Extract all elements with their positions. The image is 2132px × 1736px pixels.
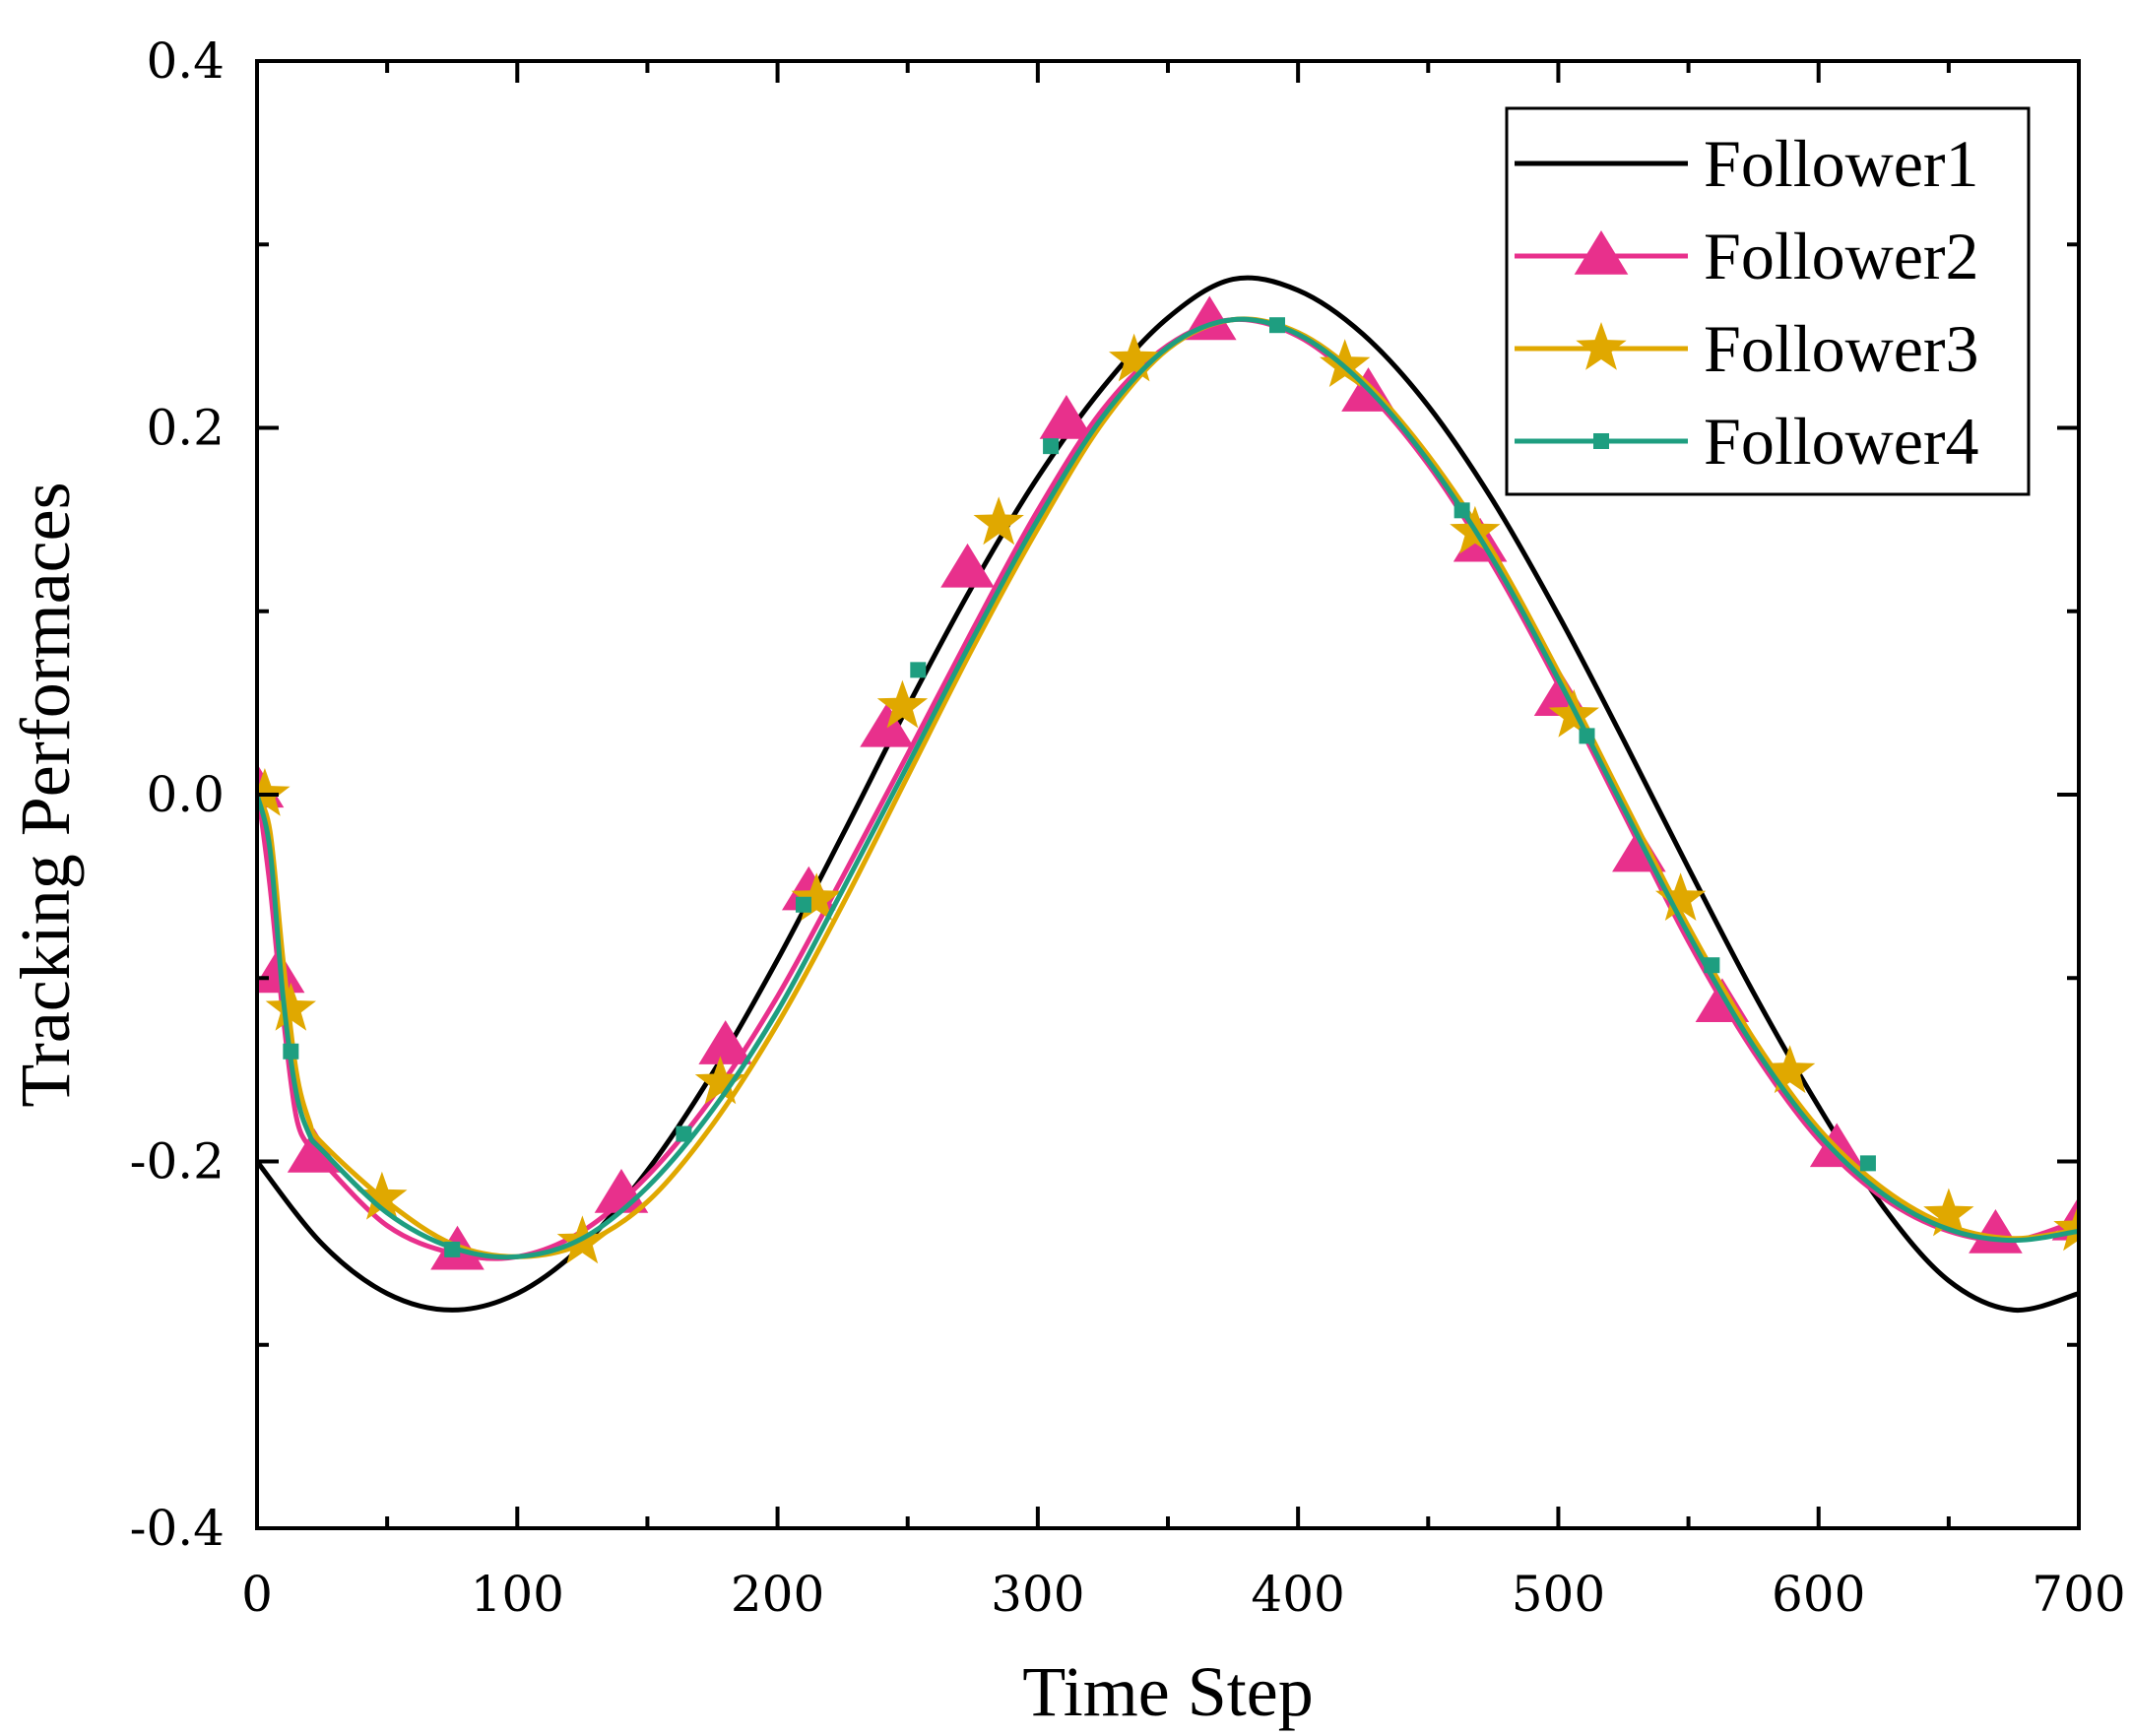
data-point-follower4 bbox=[1704, 957, 1720, 974]
x-tick-label: 300 bbox=[991, 1566, 1084, 1623]
legend-marker-shape bbox=[1576, 322, 1627, 370]
data-point-follower4 bbox=[283, 1043, 299, 1060]
data-point-follower3 bbox=[1655, 872, 1707, 921]
data-point-follower3 bbox=[265, 982, 316, 1031]
legend-label-follower3: Follower3 bbox=[1704, 311, 1979, 386]
data-point-follower3 bbox=[876, 679, 929, 729]
x-tick-label: 700 bbox=[2032, 1566, 2125, 1623]
y-tick-label: -0.2 bbox=[130, 1133, 225, 1190]
data-point-follower4 bbox=[444, 1241, 461, 1257]
data-point-follower3 bbox=[694, 1056, 746, 1105]
legend-entry-follower4: Follower4 bbox=[1515, 404, 1979, 479]
x-ticks: 0 100 200 300 400 500 600 700 bbox=[241, 61, 2126, 1623]
data-point-follower3 bbox=[1923, 1188, 1974, 1237]
x-tick-label: 400 bbox=[1251, 1566, 1344, 1623]
data-point-follower3 bbox=[1765, 1045, 1816, 1094]
data-point-follower4 bbox=[1579, 728, 1595, 744]
data-point-follower3 bbox=[1320, 339, 1371, 387]
x-tick-label: 200 bbox=[731, 1566, 824, 1623]
x-tick-label: 500 bbox=[1512, 1566, 1605, 1623]
legend-label-follower4: Follower4 bbox=[1704, 404, 1979, 479]
data-point-follower3 bbox=[2053, 1202, 2079, 1252]
legend-entry-follower3: Follower3 bbox=[1515, 311, 1979, 386]
data-point-follower3 bbox=[973, 496, 1024, 546]
series-line-follower4 bbox=[257, 316, 2079, 1260]
data-point-follower4 bbox=[1454, 502, 1470, 519]
data-point-follower3 bbox=[257, 768, 291, 816]
series-line-follower2 bbox=[257, 316, 2079, 1261]
data-point-follower2 bbox=[698, 1020, 753, 1064]
data-point-follower3 bbox=[791, 872, 842, 921]
data-point-follower4 bbox=[796, 896, 811, 913]
legend-entry-follower2: Follower2 bbox=[1515, 219, 1979, 293]
data-point-follower4 bbox=[910, 662, 927, 678]
data-point-follower4 bbox=[1859, 1155, 1876, 1172]
axes-layer: 0 100 200 300 400 500 600 700 -0.4 -0.2 0.0 0.2 0.4… bbox=[6, 32, 2126, 1731]
data-point-follower2 bbox=[940, 543, 995, 588]
plot-layer bbox=[257, 275, 2079, 1313]
legend-marker-follower4 bbox=[1593, 433, 1609, 449]
y-tick-label: 0.0 bbox=[146, 766, 225, 823]
legend-marker-follower3 bbox=[1576, 322, 1627, 370]
legend-box bbox=[1505, 106, 2031, 496]
data-point-follower2 bbox=[1039, 395, 1094, 439]
legend-marker-shape bbox=[1574, 230, 1629, 275]
x-tick-label: 100 bbox=[471, 1566, 564, 1623]
y-axis-title: Tracking Performaces bbox=[6, 482, 85, 1107]
x-axis-title: Time Step bbox=[1022, 1652, 1313, 1731]
data-point-follower3 bbox=[1109, 333, 1160, 382]
y-ticks: -0.4 -0.2 0.0 0.2 0.4 bbox=[130, 32, 2079, 1557]
legend: Follower1 Follower2 Follower3 Follower4 bbox=[1505, 106, 2031, 496]
data-point-follower2 bbox=[287, 1128, 342, 1173]
legend-label-follower2: Follower2 bbox=[1704, 219, 1979, 293]
legend-marker-shape bbox=[1593, 433, 1609, 449]
data-point-follower4 bbox=[676, 1125, 692, 1142]
y-tick-label: 0.2 bbox=[146, 400, 225, 457]
x-tick-label: 0 bbox=[241, 1566, 273, 1623]
series-follower4 bbox=[257, 316, 2079, 1260]
y-tick-label: -0.4 bbox=[130, 1500, 225, 1557]
y-tick-label: 0.4 bbox=[146, 32, 225, 90]
legend-marker-follower2 bbox=[1574, 230, 1629, 275]
legend-entry-follower1: Follower1 bbox=[1515, 126, 1979, 201]
legend-label-follower1: Follower1 bbox=[1704, 126, 1979, 201]
data-point-follower3 bbox=[356, 1171, 408, 1220]
data-point-follower2 bbox=[1969, 1209, 2023, 1254]
data-point-follower4 bbox=[1269, 317, 1285, 334]
data-point-follower4 bbox=[1043, 438, 1060, 455]
data-point-follower2 bbox=[860, 702, 914, 747]
x-tick-label: 600 bbox=[1772, 1566, 1865, 1623]
